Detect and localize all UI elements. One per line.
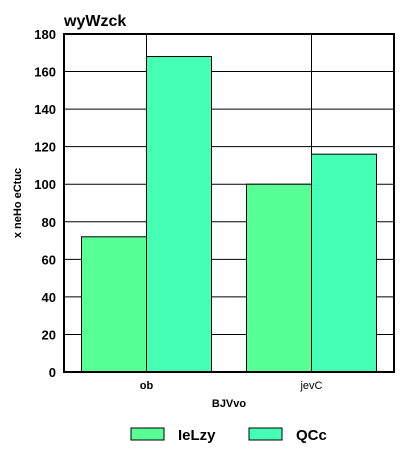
y-tick-label: 60 (42, 252, 56, 267)
y-tick-label: 40 (42, 290, 56, 305)
chart-title: wyWzck (63, 13, 126, 30)
y-tick-label: 180 (34, 27, 56, 42)
y-tick-label: 120 (34, 140, 56, 155)
legend-label-QCc: QCc (296, 427, 327, 444)
x-axis-label: BJVvo (212, 398, 247, 410)
y-tick-label: 80 (42, 215, 56, 230)
legend-swatch-IeLzy (130, 427, 165, 441)
legend-swatch-QCc (248, 427, 283, 441)
y-tick-label: 0 (49, 365, 56, 380)
x-tick-label: ob (140, 380, 154, 392)
y-tick-label: 20 (42, 327, 56, 342)
legend-label-IeLzy: IeLzy (178, 427, 216, 444)
bar-QCc-ob (146, 56, 212, 373)
legend: IeLzy QCc (130, 427, 327, 444)
plot-frame (63, 33, 395, 373)
y-axis-label: x neHo eCtuc (12, 168, 24, 238)
y-tick-label: 100 (34, 177, 56, 192)
bar-IeLzy-ob (81, 236, 147, 373)
x-axis: ob jevC (140, 380, 323, 392)
bars (81, 56, 377, 373)
bar-QCc-jevC (311, 153, 377, 373)
y-tick-label: 140 (34, 102, 56, 117)
y-axis: 0 20 40 60 80 100 120 140 160 180 (34, 27, 56, 380)
x-tick-label: jevC (299, 380, 322, 392)
bar-IeLzy-jevC (246, 183, 312, 373)
y-tick-label: 160 (34, 65, 56, 80)
